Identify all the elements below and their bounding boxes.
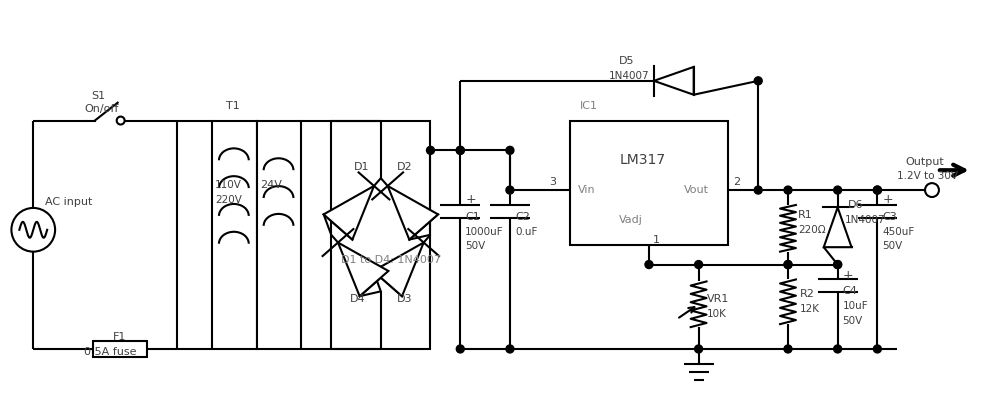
Circle shape	[456, 146, 464, 154]
Text: D1: D1	[354, 162, 370, 172]
Circle shape	[784, 345, 792, 353]
Bar	[331, 120, 430, 349]
Circle shape	[506, 186, 514, 194]
Text: 450uF: 450uF	[882, 227, 915, 237]
Bar	[570, 120, 728, 245]
Circle shape	[645, 260, 653, 268]
Polygon shape	[338, 242, 388, 296]
Text: 50V: 50V	[465, 241, 485, 251]
Text: D3: D3	[397, 294, 412, 304]
Text: +: +	[843, 269, 853, 282]
Text: R1: R1	[798, 210, 813, 220]
Text: S1: S1	[91, 91, 105, 101]
Circle shape	[873, 186, 881, 194]
Text: C1: C1	[465, 212, 480, 222]
Circle shape	[784, 186, 792, 194]
Text: 220V: 220V	[215, 195, 242, 205]
Text: 1N4007: 1N4007	[609, 71, 650, 81]
Text: 0.5A fuse: 0.5A fuse	[84, 347, 137, 357]
Text: 3: 3	[550, 177, 557, 187]
Text: D5: D5	[619, 56, 635, 66]
Text: 50V: 50V	[843, 316, 863, 326]
Circle shape	[784, 260, 792, 268]
Text: 0.uF: 0.uF	[515, 227, 537, 237]
Polygon shape	[824, 208, 852, 247]
Bar	[93, 341, 147, 357]
Text: C4: C4	[843, 286, 857, 296]
Text: C3: C3	[882, 212, 897, 222]
Text: 1N4007: 1N4007	[845, 215, 885, 225]
Text: D1 to D4: 1N4007: D1 to D4: 1N4007	[341, 254, 441, 264]
Text: C2: C2	[515, 212, 530, 222]
Text: IC1: IC1	[579, 101, 597, 111]
Text: D6: D6	[848, 200, 863, 210]
Text: +: +	[882, 194, 893, 206]
Text: +: +	[465, 194, 476, 206]
Text: 10uF: 10uF	[843, 301, 868, 311]
Circle shape	[754, 186, 762, 194]
Text: F1: F1	[113, 332, 126, 342]
Text: T1: T1	[226, 101, 240, 111]
Text: 1000uF: 1000uF	[465, 227, 504, 237]
Text: VR1: VR1	[707, 294, 729, 304]
Polygon shape	[388, 186, 438, 240]
Text: On/off: On/off	[84, 104, 118, 114]
Circle shape	[834, 260, 842, 268]
Circle shape	[834, 260, 842, 268]
Circle shape	[754, 77, 762, 85]
Text: R2: R2	[800, 289, 815, 299]
Bar	[212, 120, 257, 349]
Circle shape	[834, 345, 842, 353]
Text: 10K: 10K	[707, 309, 726, 319]
Circle shape	[456, 345, 464, 353]
Text: 220Ω: 220Ω	[798, 225, 826, 235]
Text: 12K: 12K	[800, 304, 820, 314]
Text: Output: Output	[905, 157, 944, 167]
Circle shape	[873, 345, 881, 353]
Text: D2: D2	[397, 162, 412, 172]
Polygon shape	[373, 242, 424, 296]
Text: 1.2V to 30V: 1.2V to 30V	[897, 171, 958, 181]
Circle shape	[784, 260, 792, 268]
Circle shape	[506, 345, 514, 353]
Text: 1: 1	[653, 235, 660, 245]
Bar	[257, 120, 301, 349]
Text: D4: D4	[350, 294, 366, 304]
Text: 24V: 24V	[260, 180, 282, 190]
Text: 110V: 110V	[215, 180, 242, 190]
Text: AC input: AC input	[45, 197, 93, 207]
Circle shape	[834, 186, 842, 194]
Circle shape	[695, 260, 703, 268]
Text: 50V: 50V	[882, 241, 903, 251]
Text: LM317: LM317	[619, 153, 665, 167]
Text: Vin: Vin	[577, 185, 595, 195]
Polygon shape	[654, 67, 694, 95]
Text: Vadj: Vadj	[619, 215, 643, 225]
Circle shape	[506, 146, 514, 154]
Text: Vout: Vout	[684, 185, 709, 195]
Text: 2: 2	[733, 177, 740, 187]
Circle shape	[427, 146, 434, 154]
Circle shape	[456, 146, 464, 154]
Circle shape	[695, 345, 703, 353]
Polygon shape	[324, 186, 374, 240]
Circle shape	[873, 186, 881, 194]
